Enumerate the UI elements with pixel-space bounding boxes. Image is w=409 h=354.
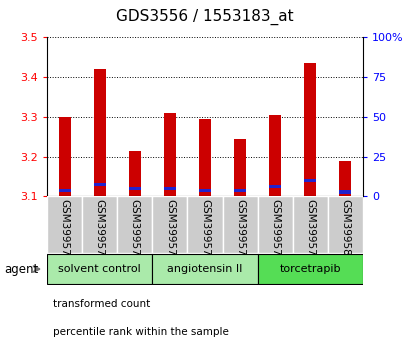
Bar: [268, 184, 281, 188]
Bar: [303, 63, 316, 196]
Bar: [234, 189, 246, 192]
Text: GSM399575: GSM399575: [164, 199, 175, 263]
Bar: [128, 187, 141, 190]
Bar: [117, 196, 152, 253]
Text: percentile rank within the sample: percentile rank within the sample: [53, 327, 229, 337]
Bar: [82, 196, 117, 253]
Bar: [222, 196, 257, 253]
Text: GSM399579: GSM399579: [304, 199, 315, 263]
Bar: [187, 196, 222, 253]
Bar: [47, 196, 82, 253]
Text: torcetrapib: torcetrapib: [279, 264, 340, 274]
Text: GSM399576: GSM399576: [200, 199, 209, 263]
Bar: [234, 139, 246, 196]
Text: GSM399578: GSM399578: [270, 199, 279, 263]
Bar: [338, 190, 351, 194]
Text: GSM399577: GSM399577: [234, 199, 245, 263]
Text: GSM399572: GSM399572: [60, 199, 70, 263]
Text: agent: agent: [4, 263, 38, 275]
Bar: [152, 196, 187, 253]
Bar: [338, 161, 351, 196]
Text: angiotensin II: angiotensin II: [167, 264, 242, 274]
Bar: [292, 196, 327, 253]
Bar: [152, 254, 257, 284]
Bar: [93, 69, 106, 196]
Bar: [257, 254, 362, 284]
Bar: [47, 254, 152, 284]
Bar: [93, 183, 106, 186]
Bar: [303, 178, 316, 182]
Bar: [58, 117, 71, 196]
Text: transformed count: transformed count: [53, 298, 150, 309]
Bar: [163, 113, 175, 196]
Text: GSM399580: GSM399580: [339, 199, 349, 263]
Bar: [58, 189, 71, 193]
Text: GSM399574: GSM399574: [130, 199, 139, 263]
Bar: [257, 196, 292, 253]
Bar: [198, 119, 211, 196]
Bar: [198, 189, 211, 192]
Text: solvent control: solvent control: [58, 264, 141, 274]
Bar: [163, 187, 175, 190]
Text: GDS3556 / 1553183_at: GDS3556 / 1553183_at: [116, 9, 293, 25]
Bar: [128, 151, 141, 196]
Bar: [327, 196, 362, 253]
Bar: [268, 115, 281, 196]
Text: GSM399573: GSM399573: [94, 199, 105, 263]
